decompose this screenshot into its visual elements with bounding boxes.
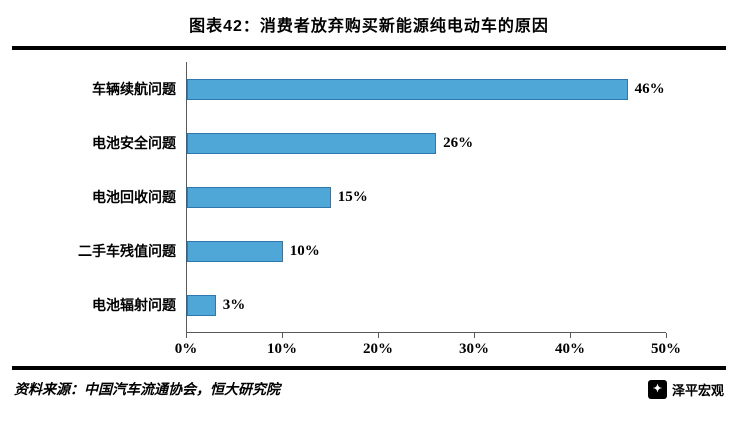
bar (187, 132, 437, 154)
x-tick (666, 333, 667, 338)
bar-area: 15% (186, 170, 666, 224)
value-label: 10% (289, 242, 320, 259)
chart-title: 图表42：消费者放弃购买新能源纯电动车的原因 (189, 18, 549, 35)
bar-area: 3% (186, 278, 666, 332)
value-label: 15% (337, 188, 368, 205)
footer: 资料来源：中国汽车流通协会，恒大研究院 ✦ 泽平宏观 (14, 379, 724, 399)
category-label: 车辆续航问题 (92, 81, 176, 97)
x-tick-label: 50% (651, 341, 681, 357)
source-note: 资料来源：中国汽车流通协会，恒大研究院 (14, 381, 280, 397)
x-tick (282, 333, 283, 338)
zeping-macro-logo: ✦ (647, 379, 667, 399)
x-tick (474, 333, 475, 338)
x-tick-label: 20% (363, 341, 393, 357)
x-tick-label: 30% (459, 341, 489, 357)
brand-label: 泽平宏观 (671, 382, 724, 398)
x-axis-row: 0% 10% 20% 30% 40% 50% (14, 332, 681, 360)
bar-row: 二手车残值问题 10% (14, 224, 666, 278)
bar (187, 186, 331, 208)
bottom-divider (12, 366, 726, 370)
bar-row: 电池辐射问题 3% (14, 278, 666, 332)
x-tick (186, 333, 187, 338)
x-tick-label: 10% (267, 341, 297, 357)
bar-area: 10% (186, 224, 666, 278)
x-tick (378, 333, 379, 338)
x-axis: 0% 10% 20% 30% 40% 50% (175, 332, 681, 360)
category-label: 二手车残值问题 (78, 243, 176, 259)
bar-area: 46% (186, 62, 666, 116)
bar-row: 车辆续航问题 46% (14, 62, 666, 116)
category-label: 电池安全问题 (92, 135, 176, 151)
bar-row: 电池回收问题 15% (14, 170, 666, 224)
bar (187, 78, 628, 100)
value-label: 46% (634, 80, 665, 97)
x-tick (570, 333, 571, 338)
brand: ✦ 泽平宏观 (647, 379, 724, 399)
x-tick-label: 40% (555, 341, 585, 357)
category-label: 电池辐射问题 (92, 297, 176, 313)
bar-area: 26% (186, 116, 666, 170)
x-tick-label: 0% (174, 341, 198, 357)
value-label: 3% (222, 296, 246, 313)
value-label: 26% (443, 134, 474, 151)
bar (187, 294, 216, 316)
bar-chart: 车辆续航问题 46% 电池安全问题 26% 电池回收问题 15% 二手车残值问题 (14, 62, 681, 360)
category-label: 电池回收问题 (92, 189, 176, 205)
top-divider (12, 46, 726, 50)
bar-row: 电池安全问题 26% (14, 116, 666, 170)
axis-spacer (14, 332, 186, 360)
bar (187, 240, 283, 262)
